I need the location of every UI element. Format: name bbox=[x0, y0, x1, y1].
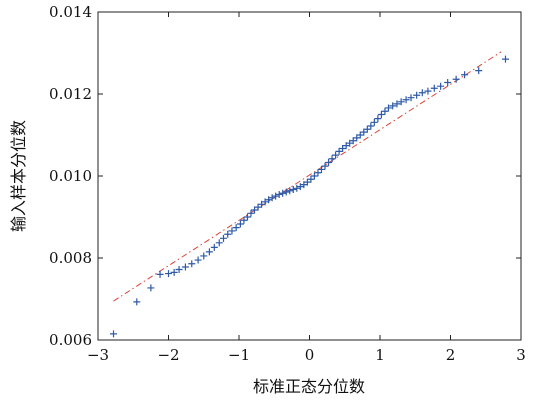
data-point bbox=[289, 186, 297, 194]
data-point bbox=[381, 107, 389, 115]
data-point bbox=[205, 248, 213, 256]
data-point bbox=[286, 187, 294, 195]
data-point bbox=[219, 234, 227, 242]
data-point bbox=[272, 192, 280, 200]
data-point bbox=[133, 298, 141, 306]
plot-area bbox=[97, 11, 522, 341]
data-point bbox=[328, 155, 336, 163]
data-points-layer bbox=[110, 55, 509, 338]
data-point bbox=[374, 115, 382, 123]
data-point bbox=[293, 184, 301, 192]
data-point bbox=[224, 230, 232, 238]
x-tick-label: 1 bbox=[375, 346, 385, 364]
data-point bbox=[424, 87, 432, 95]
data-point bbox=[317, 165, 325, 173]
data-point bbox=[393, 100, 401, 108]
data-point bbox=[307, 175, 315, 183]
data-point bbox=[475, 67, 483, 75]
data-point bbox=[268, 194, 276, 202]
data-point bbox=[335, 147, 343, 155]
data-point bbox=[258, 200, 266, 208]
data-point bbox=[346, 139, 354, 147]
data-point bbox=[147, 284, 155, 292]
data-point bbox=[339, 145, 347, 153]
data-point bbox=[165, 270, 172, 278]
x-axis-ticks: −3 −2 −1 0 1 2 3 bbox=[87, 12, 526, 364]
data-point bbox=[321, 162, 329, 170]
data-point bbox=[501, 55, 509, 63]
data-point bbox=[279, 189, 287, 197]
y-axis-title: 输入样本分位数 bbox=[9, 120, 28, 232]
data-point bbox=[444, 79, 452, 87]
reference-line bbox=[113, 51, 502, 302]
data-point bbox=[384, 104, 392, 112]
data-point bbox=[452, 75, 460, 83]
data-point bbox=[296, 183, 304, 191]
data-point bbox=[367, 122, 375, 130]
data-point bbox=[247, 209, 255, 217]
x-tick-label: 3 bbox=[516, 346, 526, 364]
data-point bbox=[243, 213, 251, 221]
y-tick-label: 0.012 bbox=[49, 85, 92, 103]
x-tick-label: 0 bbox=[305, 346, 315, 364]
x-axis-title: 标准正态分位数 bbox=[253, 377, 365, 396]
data-point bbox=[349, 137, 357, 145]
data-point bbox=[430, 84, 438, 92]
data-point bbox=[232, 224, 240, 232]
y-axis-ticks: 0.006 0.008 0.010 0.012 0.014 bbox=[49, 3, 521, 349]
data-point bbox=[300, 181, 308, 189]
data-point bbox=[389, 102, 397, 110]
data-point bbox=[200, 252, 208, 260]
reference-line-layer bbox=[113, 51, 502, 302]
data-point bbox=[407, 94, 415, 102]
data-point bbox=[170, 268, 178, 276]
data-point bbox=[437, 82, 445, 90]
data-point bbox=[236, 220, 244, 228]
data-point bbox=[356, 131, 364, 139]
data-point bbox=[377, 111, 385, 118]
data-point bbox=[413, 91, 421, 99]
data-point bbox=[228, 227, 236, 235]
y-tick-label: 0.014 bbox=[49, 3, 92, 21]
data-point bbox=[265, 196, 273, 204]
data-point bbox=[363, 125, 371, 133]
data-point bbox=[156, 270, 164, 278]
data-point bbox=[360, 128, 368, 136]
data-point bbox=[175, 265, 183, 273]
data-point bbox=[282, 188, 290, 196]
data-point bbox=[370, 118, 378, 126]
x-tick-label: −2 bbox=[157, 346, 179, 364]
data-point bbox=[210, 243, 218, 251]
data-point bbox=[110, 330, 118, 338]
data-point bbox=[275, 190, 283, 198]
data-point bbox=[240, 216, 248, 224]
x-tick-label: 2 bbox=[446, 346, 456, 364]
data-point bbox=[194, 256, 202, 264]
data-point bbox=[310, 172, 318, 180]
data-point bbox=[251, 206, 259, 214]
data-point bbox=[188, 260, 196, 268]
data-point bbox=[402, 96, 410, 104]
data-point bbox=[397, 98, 405, 106]
data-point bbox=[303, 178, 311, 186]
x-tick-label: −1 bbox=[228, 346, 250, 364]
data-point bbox=[215, 239, 223, 247]
y-tick-label: 0.010 bbox=[49, 167, 92, 185]
data-point bbox=[342, 142, 350, 150]
data-point bbox=[314, 169, 322, 177]
data-point bbox=[325, 158, 333, 166]
data-point bbox=[353, 134, 361, 142]
x-tick-label: −3 bbox=[87, 346, 109, 364]
data-point bbox=[332, 151, 340, 159]
data-point bbox=[254, 203, 262, 211]
y-tick-label: 0.008 bbox=[49, 249, 92, 267]
plot-frame bbox=[97, 11, 522, 341]
data-point bbox=[461, 71, 469, 79]
y-tick-label: 0.006 bbox=[49, 331, 92, 349]
data-point bbox=[418, 89, 426, 97]
data-point bbox=[181, 263, 189, 271]
data-point bbox=[261, 198, 269, 206]
